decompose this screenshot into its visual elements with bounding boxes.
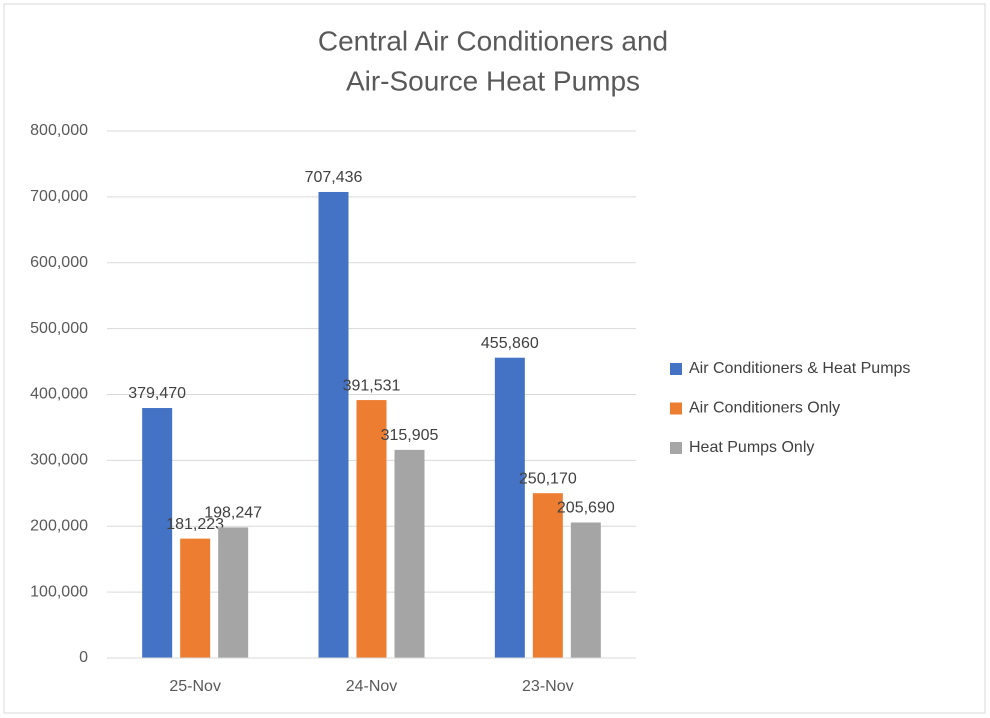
legend-label: Air Conditioners & Heat Pumps	[689, 360, 910, 377]
y-tick-label: 0	[79, 649, 88, 666]
value-label: 205,690	[557, 500, 615, 517]
y-tick-label: 400,000	[30, 386, 88, 403]
value-label: 315,905	[381, 427, 439, 444]
legend-label: Air Conditioners Only	[689, 400, 840, 417]
bar	[494, 357, 525, 658]
y-tick-label: 300,000	[30, 452, 88, 469]
value-label: 198,247	[204, 505, 262, 522]
x-tick-label: 24-Nov	[346, 678, 398, 695]
y-tick-label: 800,000	[30, 122, 88, 139]
legend-swatch	[670, 402, 682, 415]
chart-title: Air-Source Heat Pumps	[346, 65, 640, 96]
value-label: 250,170	[519, 470, 577, 487]
chart-title: Central Air Conditioners and	[318, 25, 668, 56]
y-tick-label: 100,000	[30, 583, 88, 600]
x-tick-label: 23-Nov	[522, 678, 574, 695]
bar	[532, 493, 563, 658]
value-label: 379,470	[128, 385, 186, 402]
legend-swatch	[670, 363, 682, 375]
y-tick-label: 200,000	[30, 517, 88, 534]
legend-label: Heat Pumps Only	[689, 439, 814, 456]
bar	[180, 538, 211, 658]
value-label: 455,860	[481, 335, 539, 352]
x-tick-label: 25-Nov	[169, 678, 221, 695]
bar	[318, 191, 349, 658]
y-tick-label: 600,000	[30, 254, 88, 271]
bar	[570, 522, 601, 658]
bar	[394, 449, 425, 658]
y-tick-label: 700,000	[30, 188, 88, 205]
legend-swatch	[670, 442, 682, 454]
value-label: 181,223	[166, 516, 224, 533]
bar	[356, 400, 387, 658]
y-tick-label: 500,000	[30, 320, 88, 337]
value-label: 707,436	[305, 169, 363, 186]
value-label: 391,531	[343, 377, 401, 394]
bar	[218, 527, 249, 658]
bar	[142, 408, 173, 658]
